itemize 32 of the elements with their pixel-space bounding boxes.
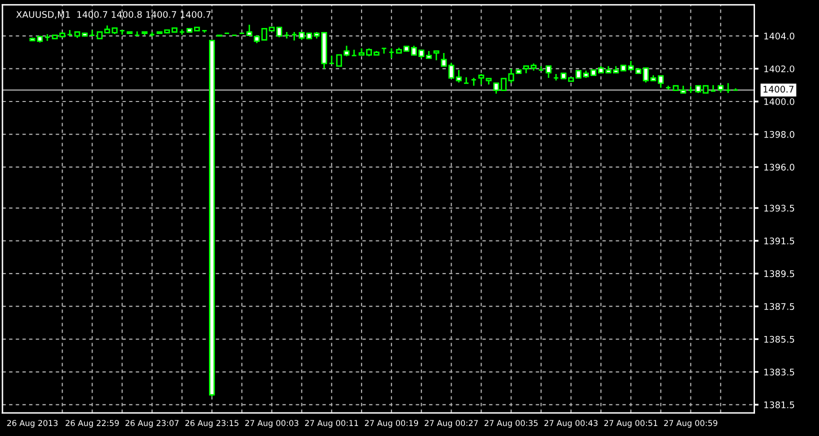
x-tick-label: 27 Aug 00:35 (484, 420, 538, 428)
candlestick (546, 65, 552, 79)
x-tick-label: 27 Aug 00:03 (245, 420, 298, 428)
y-tick-label: 1402.0 (764, 65, 794, 72)
y-tick-label: 1396.0 (764, 164, 794, 171)
candlestick (478, 73, 484, 86)
x-tick-label: 27 Aug 00:43 (544, 420, 598, 428)
ref-line-label: 1400.7 (764, 86, 794, 93)
y-tick-label: 1381.5 (764, 401, 794, 408)
candlestick (276, 26, 282, 38)
y-tick-label: 1393.5 (764, 204, 794, 212)
y-tick-label: 1391.5 (764, 238, 794, 244)
x-tick-label: 26 Aug 23:07 (126, 420, 179, 428)
y-tick-label: 1387.5 (764, 303, 794, 310)
y-tick-label: 1404.0 (764, 32, 794, 40)
x-tick-label: 27 Aug 00:27 (424, 420, 478, 428)
x-tick-label: 26 Aug 2013 (7, 420, 58, 428)
candlestick (658, 75, 664, 88)
x-tick-label: 26 Aug 22:59 (66, 420, 119, 428)
x-tick-label: 27 Aug 00:59 (664, 420, 718, 428)
text: XAUUSD,M1 1400.7 1400.8 1400.7 1400.7 (16, 11, 211, 19)
y-tick-label: 1398.0 (764, 131, 794, 138)
y-tick-label: 1389.5 (764, 270, 794, 278)
y-tick-label: 1383.5 (764, 368, 794, 376)
x-tick-label: 27 Aug 00:19 (364, 420, 418, 428)
y-tick-label: 1400.0 (764, 98, 794, 106)
candlestick (433, 50, 440, 61)
y-tick-label: 1385.5 (764, 336, 794, 343)
x-tick-label: 27 Aug 00:51 (604, 420, 658, 428)
candlestick (246, 24, 252, 36)
x-tick-label: 27 Aug 00:11 (305, 420, 358, 428)
x-tick-label: 26 Aug 23:15 (185, 420, 238, 428)
